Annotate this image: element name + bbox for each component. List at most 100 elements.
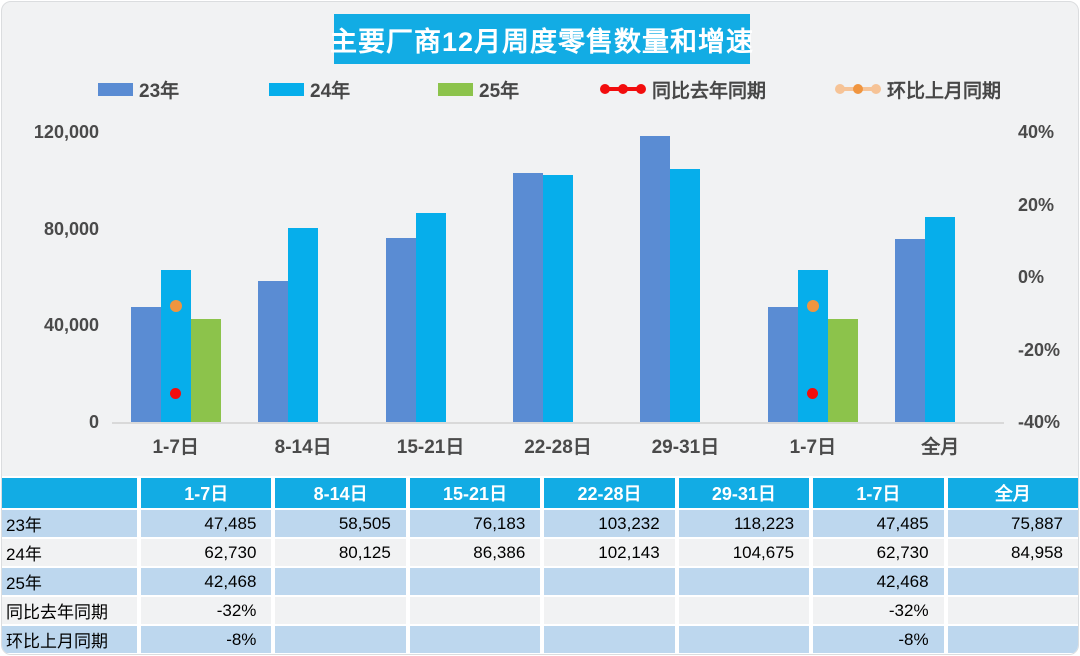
y-axis-tick-left: 40,000	[43, 315, 99, 336]
x-axis-label: 29-31日	[651, 437, 720, 458]
legend-swatch-24year-icon	[269, 82, 304, 96]
table-cell	[678, 626, 810, 653]
table-cell	[409, 626, 541, 653]
bar-24年	[288, 228, 319, 422]
table-cell	[275, 568, 406, 595]
table-cell	[947, 597, 1078, 624]
bar-24年	[160, 270, 191, 422]
legend-marker-yoy-icon	[600, 83, 646, 95]
table-cell: 62,730	[813, 539, 944, 566]
table-cell	[409, 597, 541, 624]
table-cell: 86,386	[409, 539, 541, 566]
table-cell: 42,468	[813, 568, 944, 595]
table-row-label: 同比去年同期	[2, 597, 137, 624]
legend-swatch-23year-icon	[98, 82, 133, 96]
table-header-cell: 22-28日	[544, 478, 675, 508]
table-cell	[678, 597, 810, 624]
x-axis-label: 8-14日	[274, 437, 332, 458]
bar-24年	[670, 169, 701, 422]
bar-23年	[767, 307, 798, 422]
table-cell: 104,675	[678, 539, 810, 566]
table-cell: -8%	[813, 626, 944, 653]
table-cell	[544, 626, 675, 653]
point-环比上月同期	[169, 300, 182, 312]
bar-23年	[513, 172, 543, 422]
x-axis-label: 22-28日	[524, 437, 592, 458]
bar-24年	[797, 270, 828, 422]
table-cell	[409, 568, 541, 595]
table-cell: 118,223	[678, 510, 810, 537]
table-cell: 47,485	[141, 510, 272, 537]
point-同比去年同期	[170, 387, 182, 399]
table-header-cell: 8-14日	[275, 478, 406, 508]
table-header-cell	[2, 478, 137, 508]
table-cell: 75,887	[947, 510, 1078, 537]
table-row-label: 24年	[2, 539, 137, 566]
table-header-cell: 1-7日	[141, 478, 272, 508]
point-环比上月同期	[806, 300, 819, 312]
table-cell: 84,958	[947, 539, 1078, 566]
y-axis-tick-left: 120,000	[33, 122, 99, 142]
y-axis-tick-right: 20%	[1018, 194, 1055, 215]
table-row-label: 25年	[2, 568, 137, 595]
table-header-cell: 全月	[947, 478, 1078, 508]
table-wrap: 1-7日 8-14日 15-21日 22-28日 29-31日 1-7日 全月 23年 47,4…	[2, 476, 1078, 654]
table-cell: -32%	[141, 597, 272, 624]
x-axis-label: 15-21日	[396, 437, 465, 458]
y-axis-tick-left: 0	[88, 412, 99, 432]
legend-item-yoy: 同比去年同期	[600, 76, 766, 102]
table-cell: 42,468	[141, 568, 272, 595]
table-row-label: 23年	[2, 510, 137, 537]
table-cell	[544, 568, 675, 595]
table-header-cell: 15-21日	[409, 478, 541, 508]
table-cell: -8%	[141, 626, 272, 653]
table-cell	[275, 626, 406, 653]
legend-label-mom: 环比上月同期	[887, 80, 1002, 102]
table-cell	[678, 568, 810, 595]
table-cell	[947, 568, 1078, 595]
legend-label-yoy: 同比去年同期	[652, 80, 767, 102]
legend-label-24year: 24年	[310, 80, 351, 102]
y-axis-tick-left: 80,000	[43, 218, 99, 239]
table-cell	[544, 597, 675, 624]
table-cell: 58,505	[275, 510, 406, 537]
bar-23年	[640, 136, 671, 422]
x-axis-label: 全月	[921, 437, 960, 458]
legend-item-23year: 23年	[98, 76, 179, 102]
table-row-label: 环比上月同期	[2, 626, 137, 653]
table-cell: 80,125	[275, 539, 406, 566]
legend-item-24year: 24年	[269, 76, 350, 102]
bar-23年	[385, 237, 416, 422]
table-cell: 47,485	[813, 510, 944, 537]
bar-23年	[258, 280, 289, 422]
legend-label-25year: 25年	[479, 80, 520, 102]
table-cell: -32%	[813, 597, 944, 624]
table-cell: 103,232	[544, 510, 675, 537]
table-cell: 62,730	[141, 539, 272, 566]
table-cell	[275, 597, 406, 624]
bar-24年	[925, 216, 956, 422]
bar-23年	[130, 307, 161, 422]
x-axis-line	[112, 422, 1004, 424]
bar-24年	[543, 175, 573, 422]
legend-swatch-25year-icon	[438, 82, 473, 96]
bar-25年	[827, 319, 858, 422]
legend: 23年 24年 25年 同比去年同期 环比上	[2, 76, 1078, 102]
table-cell: 102,143	[544, 539, 675, 566]
y-axis-tick-right: -40%	[1018, 412, 1061, 432]
bar-23年	[895, 238, 926, 422]
x-axis-label: 1-7日	[789, 437, 837, 458]
x-axis-label: 1-7日	[152, 437, 199, 458]
bar-25年	[190, 319, 221, 422]
point-同比去年同期	[807, 387, 819, 399]
legend-item-25year: 25年	[438, 76, 519, 102]
legend-label-23year: 23年	[139, 80, 180, 102]
retail-table: 1-7日 8-14日 15-21日 22-28日 29-31日 1-7日 全月 23年 47,4…	[2, 478, 1078, 653]
chart-title: 主要厂商12月周度零售数量和增速	[330, 14, 753, 64]
y-axis-tick-right: 40%	[1018, 122, 1055, 142]
table-header-cell: 29-31日	[678, 478, 810, 508]
y-axis-tick-right: 0%	[1018, 267, 1045, 287]
legend-marker-mom-icon	[835, 83, 881, 95]
table-header-cell: 1-7日	[813, 478, 944, 508]
